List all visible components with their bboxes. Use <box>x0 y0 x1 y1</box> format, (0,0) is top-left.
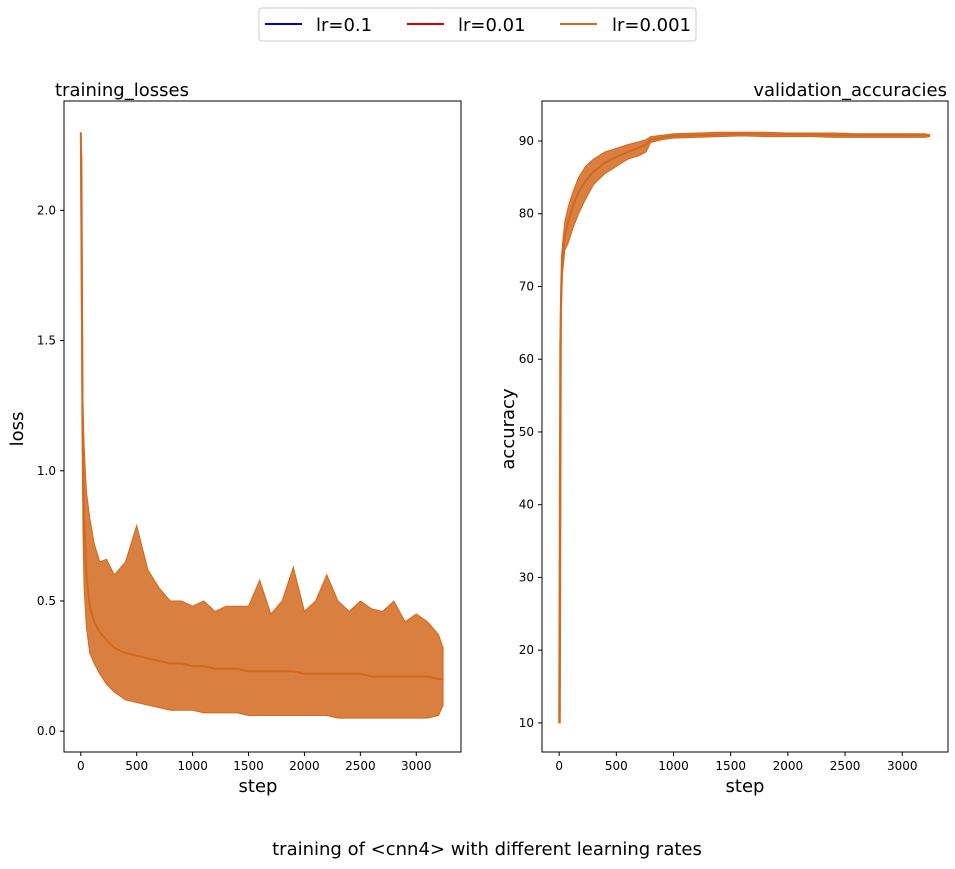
validation-accuracies-ylabel: accuracy <box>498 388 519 470</box>
training-losses-ytick-label: 1.0 <box>37 464 56 478</box>
training-losses-series-band-0 <box>80 132 444 719</box>
training-losses-xtick-label: 3000 <box>401 759 432 773</box>
validation-accuracies-xlabel: step <box>726 776 765 797</box>
legend-label-lr-0-01: lr=0.01 <box>458 15 526 36</box>
validation-accuracies-ytick-label: 40 <box>519 498 534 512</box>
training-losses-title: training_losses <box>55 80 189 101</box>
training-losses-xtick-label: 1500 <box>233 759 264 773</box>
validation-accuracies-xtick-label: 3000 <box>887 759 918 773</box>
training-losses-xtick-label: 2500 <box>345 759 376 773</box>
training-losses-xtick-label: 2000 <box>289 759 320 773</box>
validation-accuracies-xtick-label: 0 <box>555 759 563 773</box>
validation-accuracies-ytick-label: 20 <box>519 643 534 657</box>
validation-accuracies-xtick-label: 1000 <box>658 759 689 773</box>
validation-accuracies-xtick-label: 1500 <box>715 759 746 773</box>
validation-accuracies-ytick-label: 90 <box>519 134 534 148</box>
training-losses-ytick-label: 0.5 <box>37 594 56 608</box>
validation-accuracies-axes-frame <box>541 100 949 753</box>
training-losses-xtick-label: 0 <box>77 759 85 773</box>
training-losses-series-line-0 <box>79 132 444 681</box>
training-losses-xtick-label: 1000 <box>177 759 208 773</box>
training-losses-ytick-label: 2.0 <box>37 203 56 217</box>
legend-frame <box>258 7 697 42</box>
validation-accuracies-xtick-label: 2000 <box>773 759 804 773</box>
validation-accuracies-plot-area <box>558 131 931 724</box>
validation-accuracies-title: validation_accuracies <box>753 80 947 101</box>
training-losses-ytick-label: 0.0 <box>37 724 56 738</box>
training-losses-xlabel: step <box>239 776 278 797</box>
validation-accuracies-ticks: 0 500 1000 1500 2000 2500 3000 10 20 30 40 50 60 70 80… <box>519 134 918 773</box>
validation-accuracies-series-line-0 <box>558 132 930 723</box>
training-losses-plot-area <box>79 132 444 719</box>
validation-accuracies-xtick-label: 2500 <box>830 759 861 773</box>
legend: lr=0.1 lr=0.01 lr=0.001 <box>258 7 697 42</box>
legend-label-lr-0-001: lr=0.001 <box>612 15 691 36</box>
training-losses-xtick-label: 500 <box>125 759 148 773</box>
training-losses-panel: 0 500 1000 1500 2000 2500 30000.00.51.01.52.0 … <box>7 80 462 797</box>
figure-suptitle: training of <cnn4> with different learni… <box>272 839 702 860</box>
validation-accuracies-series-band-0 <box>558 131 931 724</box>
training-losses-ytick-label: 1.5 <box>37 334 56 348</box>
validation-accuracies-xtick-label: 500 <box>605 759 628 773</box>
validation-accuracies-ytick-label: 50 <box>519 425 534 439</box>
validation-accuracies-panel: 0 500 1000 1500 2000 2500 3000 10 20 30 40 50 60 70 80… <box>498 80 949 797</box>
validation-accuracies-ytick-label: 80 <box>519 207 534 221</box>
validation-accuracies-ytick-label: 60 <box>519 352 534 366</box>
legend-label-lr-0-1: lr=0.1 <box>316 15 372 36</box>
validation-accuracies-ytick-label: 70 <box>519 279 534 293</box>
training-losses-axes-frame <box>63 100 462 753</box>
validation-accuracies-ytick-label: 30 <box>519 570 534 584</box>
validation-accuracies-ytick-label: 10 <box>519 716 534 730</box>
training-losses-ticks: 0 500 1000 1500 2000 2500 3000 0.0 0.5 1.0 1.5 2.0 <box>37 203 432 773</box>
training-losses-ylabel: loss <box>7 412 28 447</box>
